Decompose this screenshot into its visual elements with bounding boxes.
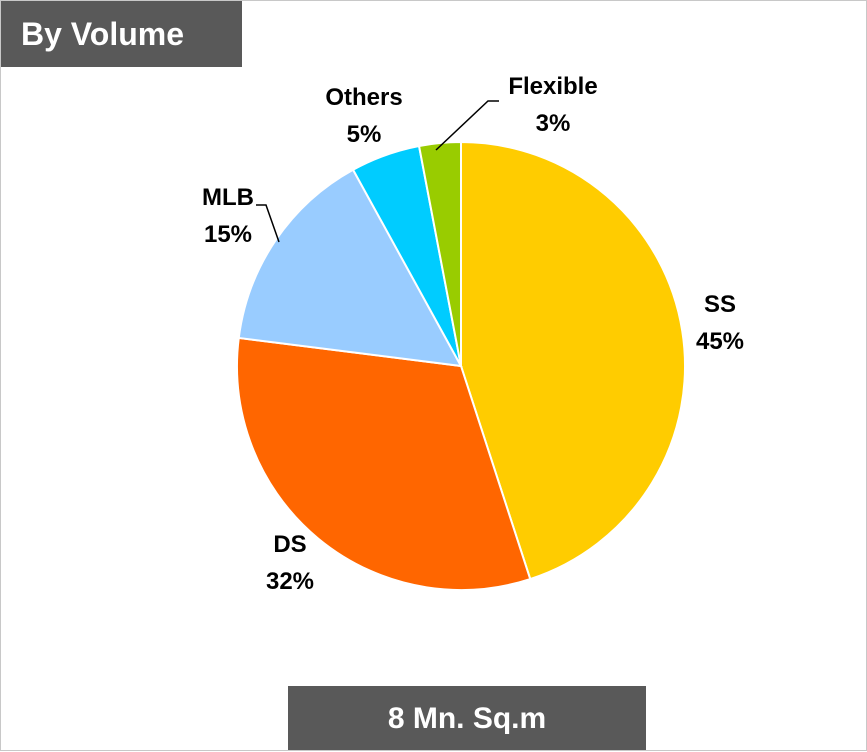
leader-line-mlb	[256, 204, 280, 243]
slice-label-flexible: Flexible	[508, 73, 597, 100]
slice-value-ds: 32%	[266, 568, 314, 595]
pie-slice-ds	[236, 336, 532, 591]
pie-slice-mlb	[237, 168, 463, 368]
pie-slice-flexible	[417, 140, 462, 367]
slice-label-ss: SS	[704, 291, 736, 318]
slice-value-others: 5%	[347, 121, 382, 148]
slice-value-ss: 45%	[696, 328, 744, 355]
chart-title: By Volume	[1, 1, 242, 67]
slice-value-mlb: 15%	[204, 221, 252, 248]
slice-label-others: Others	[325, 84, 402, 111]
pie-slice-ss	[460, 140, 686, 581]
slice-label-mlb: MLB	[202, 184, 254, 211]
slice-value-flexible: 3%	[536, 110, 571, 137]
total-volume-badge: 8 Mn. Sq.m	[288, 686, 646, 750]
slice-label-ds: DS	[273, 531, 306, 558]
leader-line-flexible	[435, 100, 499, 151]
